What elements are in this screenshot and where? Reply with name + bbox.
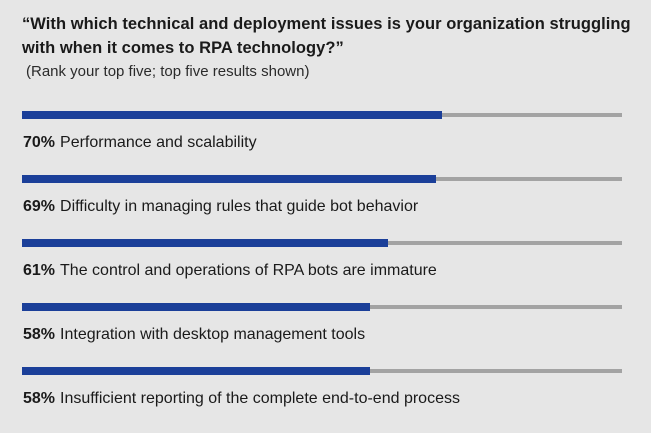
bar-track	[22, 239, 622, 247]
bar-category-label: Performance and scalability	[60, 134, 257, 151]
bar-item: 58% Integration with desktop management t…	[22, 303, 622, 369]
bar-item: 61% The control and operations of RPA bot…	[22, 239, 622, 305]
bar-list: 70% Performance and scalability 69% Diffic…	[22, 111, 622, 433]
bar-item: 58% Insufficient reporting of the complet…	[22, 367, 622, 433]
bar-label: 58% Integration with desktop management t…	[23, 325, 365, 345]
bar-label: 58% Insufficient reporting of the complet…	[23, 389, 460, 409]
bar-track	[22, 303, 622, 311]
chart-title: “With which technical and deployment iss…	[22, 15, 631, 57]
bar-item: 70% Performance and scalability	[22, 111, 622, 177]
bar-fill	[22, 303, 370, 311]
chart-container: “With which technical and deployment iss…	[22, 15, 631, 407]
bar-track	[22, 367, 622, 375]
bar-fill	[22, 239, 388, 247]
bar-fill	[22, 175, 436, 183]
bar-category-label: Integration with desktop management tool…	[60, 326, 366, 343]
bar-item: 69% Difficulty in managing rules that gui…	[22, 175, 622, 241]
bar-category-label: The control and operations of RPA bots a…	[60, 262, 437, 279]
bar-fill	[22, 367, 370, 375]
bar-value-label: 61%	[23, 262, 56, 279]
bar-track	[22, 175, 622, 183]
bar-label: 70% Performance and scalability	[23, 133, 257, 153]
bar-value-label: 58%	[23, 390, 56, 407]
bar-category-label: Difficulty in managing rules that guide …	[60, 198, 419, 215]
bar-value-label: 69%	[23, 198, 56, 215]
bar-label: 69% Difficulty in managing rules that gui…	[23, 197, 418, 217]
bar-fill	[22, 111, 442, 119]
chart-subtitle: (Rank your top five; top five results sh…	[26, 63, 310, 80]
bar-value-label: 70%	[23, 134, 56, 151]
bar-value-label: 58%	[23, 326, 56, 343]
bar-label: 61% The control and operations of RPA bot…	[23, 261, 437, 281]
bar-track	[22, 111, 622, 119]
bar-category-label: Insufficient reporting of the complete e…	[60, 390, 460, 407]
